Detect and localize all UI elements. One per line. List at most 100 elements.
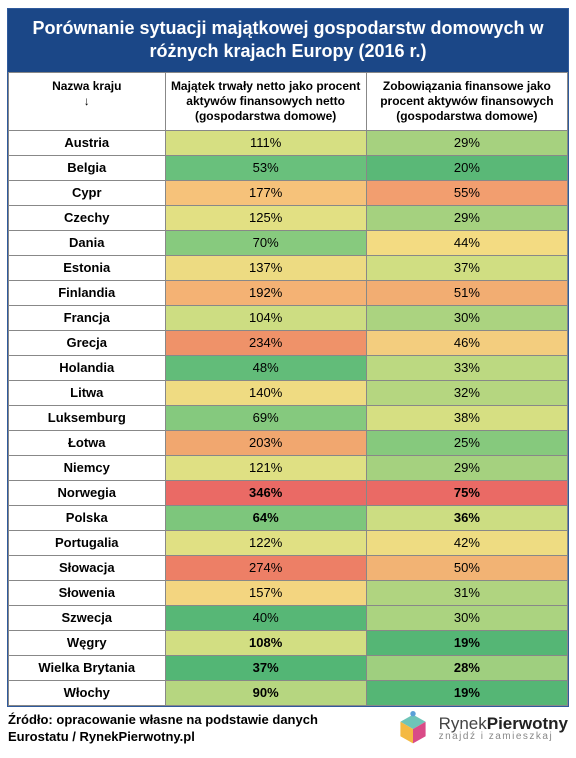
country-cell: Austria [9, 130, 166, 155]
value-cell-2: 20% [366, 155, 567, 180]
country-cell: Belgia [9, 155, 166, 180]
value-cell-2: 31% [366, 580, 567, 605]
table-row: Cypr177%55% [9, 180, 568, 205]
value-cell-2: 36% [366, 505, 567, 530]
country-cell: Holandia [9, 355, 166, 380]
value-cell-2: 29% [366, 455, 567, 480]
value-cell-1: 125% [165, 205, 366, 230]
table-body: Austria111%29%Belgia53%20%Cypr177%55%Cze… [9, 130, 568, 705]
value-cell-2: 51% [366, 280, 567, 305]
value-cell-1: 104% [165, 305, 366, 330]
value-cell-2: 42% [366, 530, 567, 555]
country-cell: Węgry [9, 630, 166, 655]
value-cell-1: 111% [165, 130, 366, 155]
table-row: Holandia48%33% [9, 355, 568, 380]
value-cell-2: 28% [366, 655, 567, 680]
value-cell-1: 40% [165, 605, 366, 630]
country-cell: Szwecja [9, 605, 166, 630]
value-cell-2: 19% [366, 630, 567, 655]
value-cell-1: 346% [165, 480, 366, 505]
value-cell-2: 46% [366, 330, 567, 355]
value-cell-1: 137% [165, 255, 366, 280]
value-cell-2: 55% [366, 180, 567, 205]
value-cell-2: 33% [366, 355, 567, 380]
table-row: Luksemburg69%38% [9, 405, 568, 430]
table-row: Austria111%29% [9, 130, 568, 155]
table-row: Czechy125%29% [9, 205, 568, 230]
footer: Źródło: opracowanie własne na podstawie … [8, 711, 568, 747]
table-row: Szwecja40%30% [9, 605, 568, 630]
country-cell: Włochy [9, 680, 166, 705]
table-row: Niemcy121%29% [9, 455, 568, 480]
value-cell-2: 37% [366, 255, 567, 280]
source-text: Źródło: opracowanie własne na podstawie … [8, 712, 328, 746]
table-row: Francja104%30% [9, 305, 568, 330]
value-cell-1: 140% [165, 380, 366, 405]
table-row: Włochy90%19% [9, 680, 568, 705]
country-cell: Dania [9, 230, 166, 255]
country-cell: Finlandia [9, 280, 166, 305]
table-row: Słowacja274%50% [9, 555, 568, 580]
value-cell-1: 177% [165, 180, 366, 205]
table-row: Belgia53%20% [9, 155, 568, 180]
value-cell-1: 192% [165, 280, 366, 305]
country-cell: Czechy [9, 205, 166, 230]
table-row: Węgry108%19% [9, 630, 568, 655]
value-cell-1: 53% [165, 155, 366, 180]
table-row: Norwegia346%75% [9, 480, 568, 505]
data-table: Nazwa kraju ↓ Majątek trwały netto jako … [8, 72, 568, 706]
table-title: Porównanie sytuacji majątkowej gospodars… [8, 9, 568, 72]
country-cell: Norwegia [9, 480, 166, 505]
country-cell: Wielka Brytania [9, 655, 166, 680]
value-cell-1: 69% [165, 405, 366, 430]
value-cell-2: 50% [366, 555, 567, 580]
value-cell-2: 25% [366, 430, 567, 455]
country-cell: Litwa [9, 380, 166, 405]
country-cell: Polska [9, 505, 166, 530]
header-country: Nazwa kraju ↓ [9, 72, 166, 130]
value-cell-2: 44% [366, 230, 567, 255]
country-cell: Słowenia [9, 580, 166, 605]
header-col2: Zobowiązania finansowe jako procent akty… [366, 72, 567, 130]
brand-logo: RynekPierwotny znajdź i zamieszkaj [395, 711, 568, 747]
table-row: Litwa140%32% [9, 380, 568, 405]
value-cell-1: 121% [165, 455, 366, 480]
table-row: Łotwa203%25% [9, 430, 568, 455]
logo-cube-icon [395, 711, 431, 747]
value-cell-2: 29% [366, 130, 567, 155]
country-cell: Łotwa [9, 430, 166, 455]
value-cell-1: 274% [165, 555, 366, 580]
table-row: Grecja234%46% [9, 330, 568, 355]
logo-text: RynekPierwotny znajdź i zamieszkaj [439, 715, 568, 742]
value-cell-2: 30% [366, 305, 567, 330]
country-cell: Francja [9, 305, 166, 330]
value-cell-1: 203% [165, 430, 366, 455]
value-cell-1: 122% [165, 530, 366, 555]
country-cell: Portugalia [9, 530, 166, 555]
table-row: Wielka Brytania37%28% [9, 655, 568, 680]
table-row: Polska64%36% [9, 505, 568, 530]
country-cell: Słowacja [9, 555, 166, 580]
value-cell-2: 32% [366, 380, 567, 405]
value-cell-2: 19% [366, 680, 567, 705]
table-row: Estonia137%37% [9, 255, 568, 280]
country-cell: Luksemburg [9, 405, 166, 430]
value-cell-1: 108% [165, 630, 366, 655]
table-container: Porównanie sytuacji majątkowej gospodars… [7, 8, 569, 707]
country-cell: Grecja [9, 330, 166, 355]
value-cell-1: 234% [165, 330, 366, 355]
table-row: Portugalia122%42% [9, 530, 568, 555]
country-cell: Niemcy [9, 455, 166, 480]
value-cell-1: 48% [165, 355, 366, 380]
value-cell-1: 37% [165, 655, 366, 680]
table-row: Dania70%44% [9, 230, 568, 255]
value-cell-1: 90% [165, 680, 366, 705]
value-cell-2: 30% [366, 605, 567, 630]
country-cell: Estonia [9, 255, 166, 280]
value-cell-1: 64% [165, 505, 366, 530]
table-row: Finlandia192%51% [9, 280, 568, 305]
value-cell-2: 75% [366, 480, 567, 505]
header-col1: Majątek trwały netto jako procent aktywó… [165, 72, 366, 130]
value-cell-2: 38% [366, 405, 567, 430]
country-cell: Cypr [9, 180, 166, 205]
